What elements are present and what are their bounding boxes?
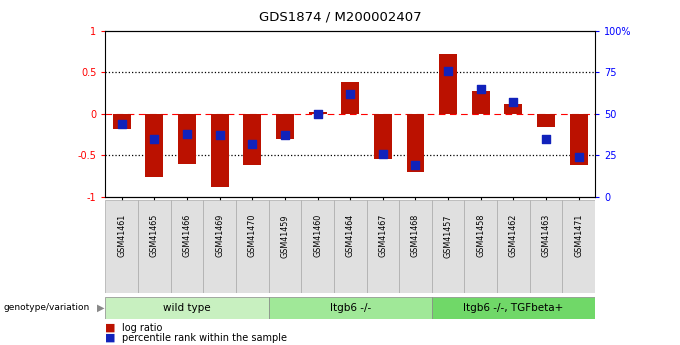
Text: ■: ■ <box>105 323 116 333</box>
Text: GSM41461: GSM41461 <box>117 214 126 257</box>
Point <box>279 132 290 138</box>
Text: GSM41458: GSM41458 <box>476 214 486 257</box>
Text: GSM41470: GSM41470 <box>248 214 257 257</box>
Point <box>116 121 127 127</box>
Bar <box>399 200 432 293</box>
Point <box>345 91 356 97</box>
Bar <box>171 200 203 293</box>
Point <box>214 132 225 138</box>
Point <box>443 68 454 73</box>
Bar <box>439 54 457 114</box>
Text: GSM41467: GSM41467 <box>378 214 388 257</box>
Text: percentile rank within the sample: percentile rank within the sample <box>122 333 288 343</box>
Point <box>247 141 258 146</box>
Text: GDS1874 / M200002407: GDS1874 / M200002407 <box>258 10 422 23</box>
Bar <box>309 112 326 114</box>
Bar <box>236 200 269 293</box>
Bar <box>276 114 294 139</box>
Bar <box>146 114 163 177</box>
Text: Itgb6 -/-: Itgb6 -/- <box>330 303 371 313</box>
Text: log ratio: log ratio <box>122 323 163 333</box>
Point <box>182 131 192 137</box>
Text: GSM41468: GSM41468 <box>411 214 420 257</box>
Bar <box>505 104 522 114</box>
Bar <box>269 297 432 319</box>
Text: GSM41462: GSM41462 <box>509 214 518 257</box>
Text: ■: ■ <box>105 333 116 343</box>
Bar <box>113 114 131 129</box>
Text: GSM41469: GSM41469 <box>215 214 224 257</box>
Point <box>541 136 551 141</box>
Point <box>377 151 388 156</box>
Text: GSM41457: GSM41457 <box>443 214 453 258</box>
Bar <box>211 114 228 187</box>
Bar <box>472 91 490 114</box>
Bar <box>562 200 595 293</box>
Bar <box>367 200 399 293</box>
Text: genotype/variation: genotype/variation <box>3 303 90 313</box>
Text: GSM41465: GSM41465 <box>150 214 159 257</box>
Bar <box>269 200 301 293</box>
Bar <box>432 200 464 293</box>
Bar <box>570 114 588 165</box>
Bar <box>301 200 334 293</box>
Bar <box>374 114 392 159</box>
Bar <box>341 82 359 114</box>
Bar <box>138 200 171 293</box>
Bar <box>178 114 196 164</box>
Bar <box>537 114 555 127</box>
Point <box>475 86 486 92</box>
Bar <box>105 297 269 319</box>
Point <box>573 154 584 160</box>
Point <box>410 162 421 168</box>
Text: GSM41466: GSM41466 <box>182 214 192 257</box>
Bar <box>243 114 261 165</box>
Bar <box>407 114 424 172</box>
Text: ▶: ▶ <box>97 303 105 313</box>
Point <box>149 136 160 141</box>
Text: Itgb6 -/-, TGFbeta+: Itgb6 -/-, TGFbeta+ <box>463 303 564 313</box>
Point <box>312 111 323 117</box>
Bar <box>203 200 236 293</box>
Text: GSM41459: GSM41459 <box>280 214 290 258</box>
Bar <box>334 200 367 293</box>
Bar <box>105 200 138 293</box>
Text: GSM41463: GSM41463 <box>541 214 551 257</box>
Bar <box>530 200 562 293</box>
Bar <box>432 297 595 319</box>
Text: GSM41464: GSM41464 <box>345 214 355 257</box>
Point <box>508 99 519 105</box>
Text: GSM41460: GSM41460 <box>313 214 322 257</box>
Bar <box>497 200 530 293</box>
Text: wild type: wild type <box>163 303 211 313</box>
Bar <box>464 200 497 293</box>
Text: GSM41471: GSM41471 <box>574 214 583 257</box>
